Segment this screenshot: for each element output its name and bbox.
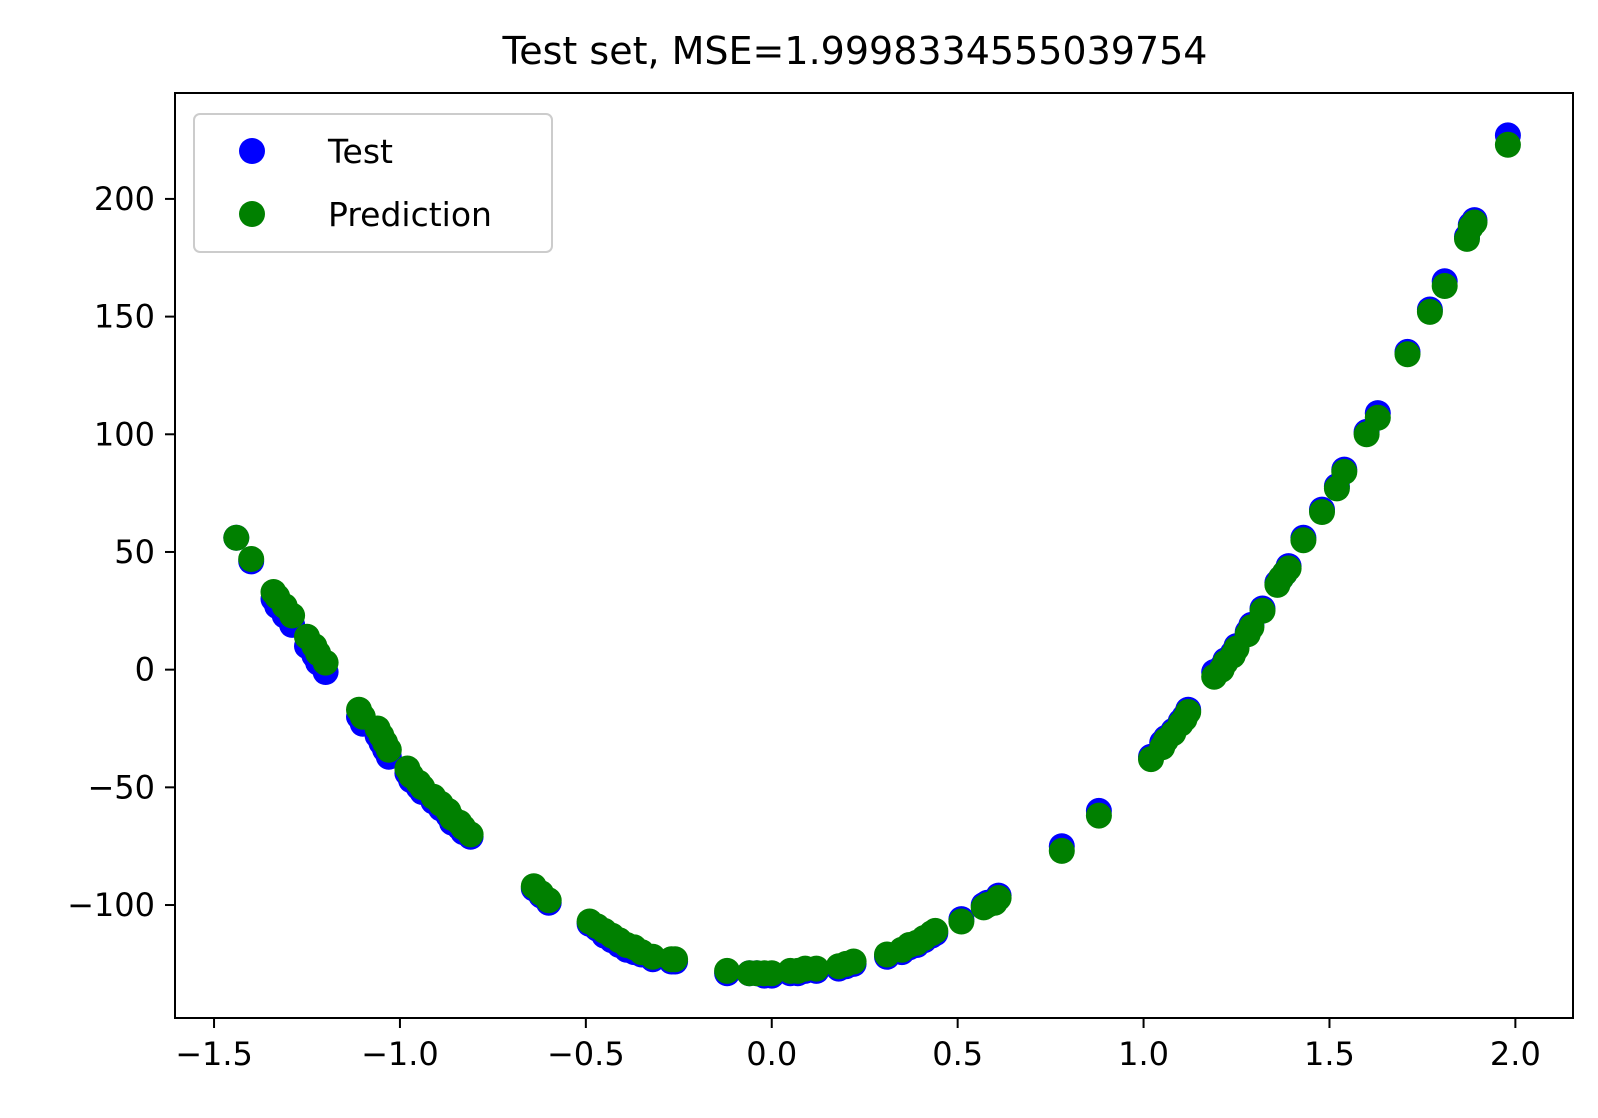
prediction-point [1048, 837, 1075, 864]
y-tick-label: 100 [94, 415, 155, 453]
prediction-point [279, 602, 306, 629]
prediction-point [535, 887, 562, 914]
x-tick-label: −0.5 [547, 1035, 625, 1073]
legend-marker-test [239, 138, 265, 164]
y-axis: −100 −50 0 50 100 150 200 [67, 180, 175, 924]
prediction-point [1431, 273, 1458, 299]
prediction-point [1364, 404, 1391, 431]
x-tick-label: −1.5 [175, 1035, 253, 1073]
x-tick-label: 0.0 [746, 1035, 797, 1073]
prediction-point [1331, 458, 1358, 485]
prediction-point [840, 948, 867, 975]
axes-frame [174, 92, 1574, 1019]
prediction-point [375, 736, 402, 763]
prediction-point [662, 946, 689, 973]
x-tick-label: 2.0 [1490, 1035, 1541, 1073]
y-tick-label: 150 [94, 298, 155, 336]
legend-box [193, 113, 553, 253]
prediction-point [1494, 131, 1521, 158]
legend: Test Prediction [193, 113, 553, 253]
prediction-point [1394, 341, 1421, 368]
x-tick-label: 1.0 [1118, 1035, 1169, 1073]
x-tick-label: −1.0 [361, 1035, 439, 1073]
legend-marker-prediction [239, 201, 265, 227]
prediction-point [1175, 699, 1202, 725]
prediction-point [1309, 499, 1335, 525]
prediction-point [1290, 527, 1317, 554]
y-tick-label: 50 [114, 533, 155, 571]
prediction-point [238, 546, 265, 572]
x-tick-label: 1.5 [1304, 1035, 1355, 1073]
y-tick-label: −100 [67, 886, 155, 924]
legend-label-test: Test [327, 132, 393, 171]
x-axis: −1.5 −1.0 −0.5 0.0 0.5 1.0 1.5 2.0 [175, 1018, 1541, 1073]
prediction-point [1249, 597, 1276, 624]
points-layer [223, 122, 1521, 989]
prediction-point [1416, 298, 1443, 325]
prediction-point [1085, 802, 1112, 829]
prediction-point [948, 908, 975, 935]
prediction-point [803, 955, 830, 982]
prediction-point [922, 917, 949, 944]
legend-label-prediction: Prediction [328, 195, 492, 234]
prediction-point [457, 821, 484, 848]
prediction-point [1461, 209, 1488, 236]
prediction-point [223, 524, 250, 551]
prediction-point [1275, 555, 1302, 582]
prediction-point [714, 957, 741, 984]
prediction-point [985, 885, 1012, 911]
prediction-point [312, 649, 339, 676]
y-tick-label: 0 [135, 651, 155, 689]
y-tick-label: −50 [87, 768, 155, 806]
x-tick-label: 0.5 [932, 1035, 983, 1073]
y-tick-label: 200 [94, 180, 155, 218]
chart-title: Test set, MSE=1.9998334555039754 [502, 29, 1208, 73]
